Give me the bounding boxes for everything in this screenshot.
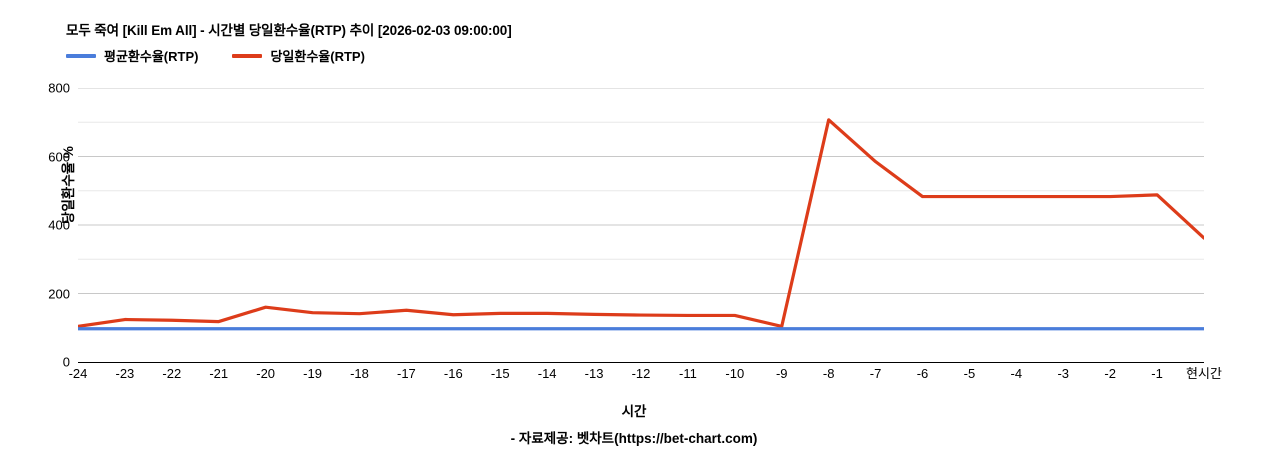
x-axis-tick-labels: -24 -23 -22 -21 -20 -19 -18 -17 -16 -15 -14 -13 -12 -…	[69, 366, 1222, 412]
x-tick-label: -3	[1057, 366, 1070, 381]
x-tick-label: -10	[725, 366, 745, 381]
x-tick-label: -19	[303, 366, 322, 381]
legend-swatch-daily	[232, 53, 263, 58]
x-tick-label: -16	[443, 366, 463, 381]
legend-label-average: 평균환수율(RTP)	[104, 49, 199, 64]
x-tick-label: -23	[115, 366, 135, 381]
x-tick-label: -18	[350, 366, 369, 381]
x-tick-label: -4	[1010, 366, 1023, 381]
y-tick-label: 800	[48, 80, 70, 96]
plot-area	[78, 88, 1204, 362]
x-tick-label: -9	[775, 366, 788, 381]
x-tick-label: -12	[631, 366, 651, 381]
series-line-daily	[78, 118, 1204, 328]
x-tick-label: -5	[963, 366, 976, 381]
legend-item-daily[interactable]: 당일환수율(RTP)	[232, 46, 365, 65]
y-tick-label: 200	[48, 286, 70, 301]
y-tick-label: 0	[62, 354, 70, 370]
legend-item-average[interactable]: 평균환수율(RTP)	[66, 46, 198, 65]
x-tick-label: -7	[869, 366, 882, 381]
legend-label-daily: 당일환수율(RTP)	[270, 49, 365, 64]
x-tick-label: -20	[256, 366, 276, 381]
x-tick-label: 현시간	[1186, 366, 1222, 381]
chart-plot-svg	[78, 88, 1204, 331]
gridlines-major	[78, 88, 1204, 294]
x-tick-label: -15	[490, 366, 510, 381]
x-axis-line	[78, 362, 1204, 363]
x-tick-label: -6	[916, 366, 929, 381]
x-axis-title: 시간	[621, 404, 647, 419]
x-tick-label: -24	[68, 366, 88, 381]
x-tick-label: -1	[1151, 366, 1163, 381]
x-tick-label: -2	[1104, 366, 1116, 381]
legend-swatch-average	[66, 53, 96, 58]
y-tick-label: 600	[48, 149, 70, 164]
x-tick-label: -14	[537, 366, 557, 381]
x-tick-label: -21	[209, 366, 229, 381]
chart-title: 모두 죽여 [Kill Em All] - 시간별 당일환수율(RTP) 추이 …	[66, 23, 512, 38]
chart-legend: 평균환수율(RTP) 당일환수율(RTP)	[66, 46, 365, 65]
source-note: - 자료제공: 벳차트(https://bet-chart.com)	[510, 431, 758, 446]
y-tick-label: 400	[48, 217, 70, 233]
x-tick-label: -17	[397, 366, 416, 381]
x-tick-label: -8	[822, 366, 835, 381]
x-tick-label: -22	[162, 366, 182, 381]
y-axis-tick-labels: 0 200 400 600 800	[0, 81, 70, 370]
x-tick-label: -11	[678, 366, 697, 381]
x-tick-label: -13	[584, 366, 604, 381]
